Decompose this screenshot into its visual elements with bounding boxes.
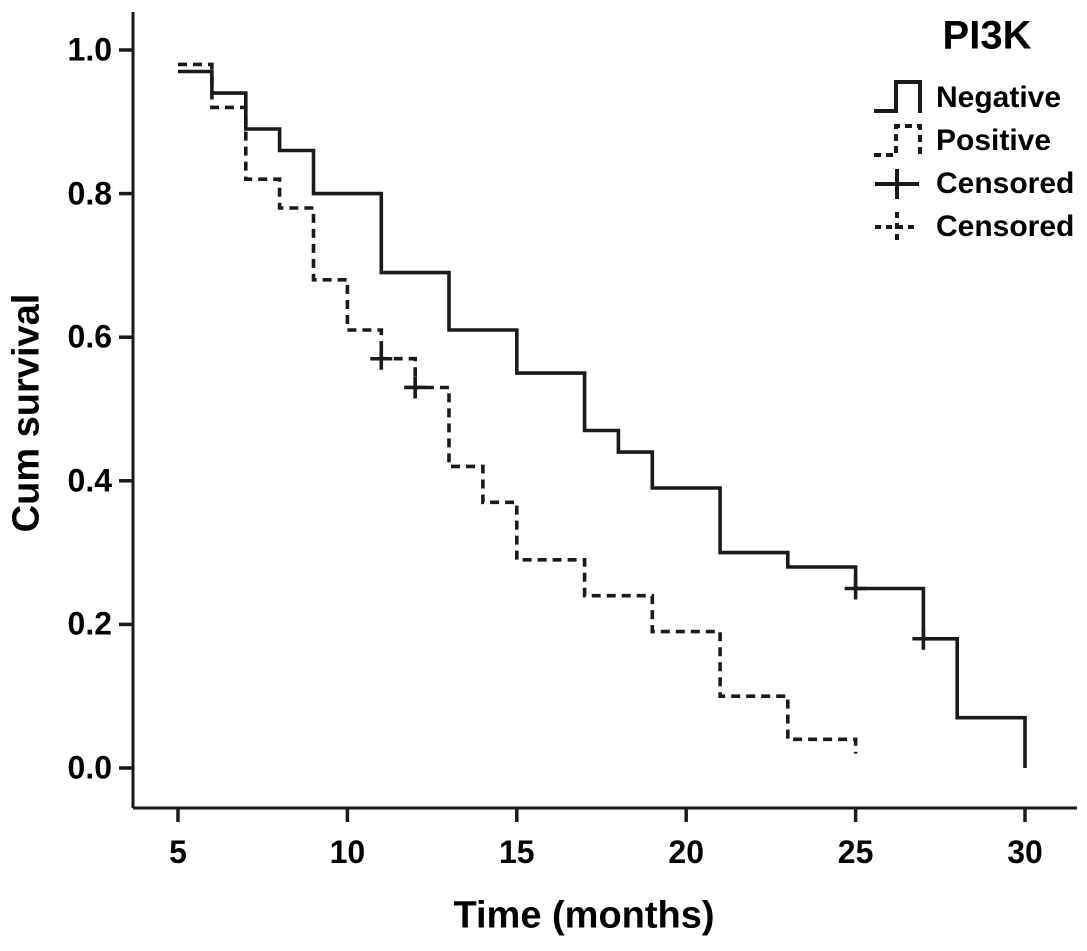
- x-axis-title: Time (months): [453, 894, 715, 937]
- x-tick-label: 10: [329, 834, 366, 870]
- legend-label-censored-dashed: Censored: [936, 210, 1075, 243]
- x-tick-label: 25: [837, 834, 874, 870]
- legend-label-censored-solid: Censored: [936, 167, 1075, 200]
- curve-positive: [178, 62, 858, 754]
- y-tick-label: 1.0: [67, 31, 112, 68]
- legend-label-negative: Negative: [936, 81, 1062, 114]
- x-tick-label: 5: [169, 834, 187, 870]
- legend-title: PI3K: [942, 13, 1032, 58]
- y-tick-label: 0.6: [67, 318, 112, 355]
- x-tick-label: 30: [1007, 834, 1043, 870]
- y-axis-title: Cum survival: [5, 293, 48, 533]
- x-tick-label: 20: [668, 834, 704, 870]
- y-tick-label: 0.0: [67, 749, 112, 786]
- legend-symbol-step-dashed: [874, 124, 922, 157]
- y-tick-label: 0.4: [67, 462, 112, 499]
- legend-symbol-step-solid: [874, 80, 922, 113]
- x-tick-label: 15: [499, 834, 535, 870]
- curve-negative: [178, 69, 1027, 768]
- legend-label-positive: Positive: [936, 124, 1052, 157]
- y-tick-label: 0.2: [67, 605, 112, 642]
- y-tick-label: 0.8: [67, 175, 112, 212]
